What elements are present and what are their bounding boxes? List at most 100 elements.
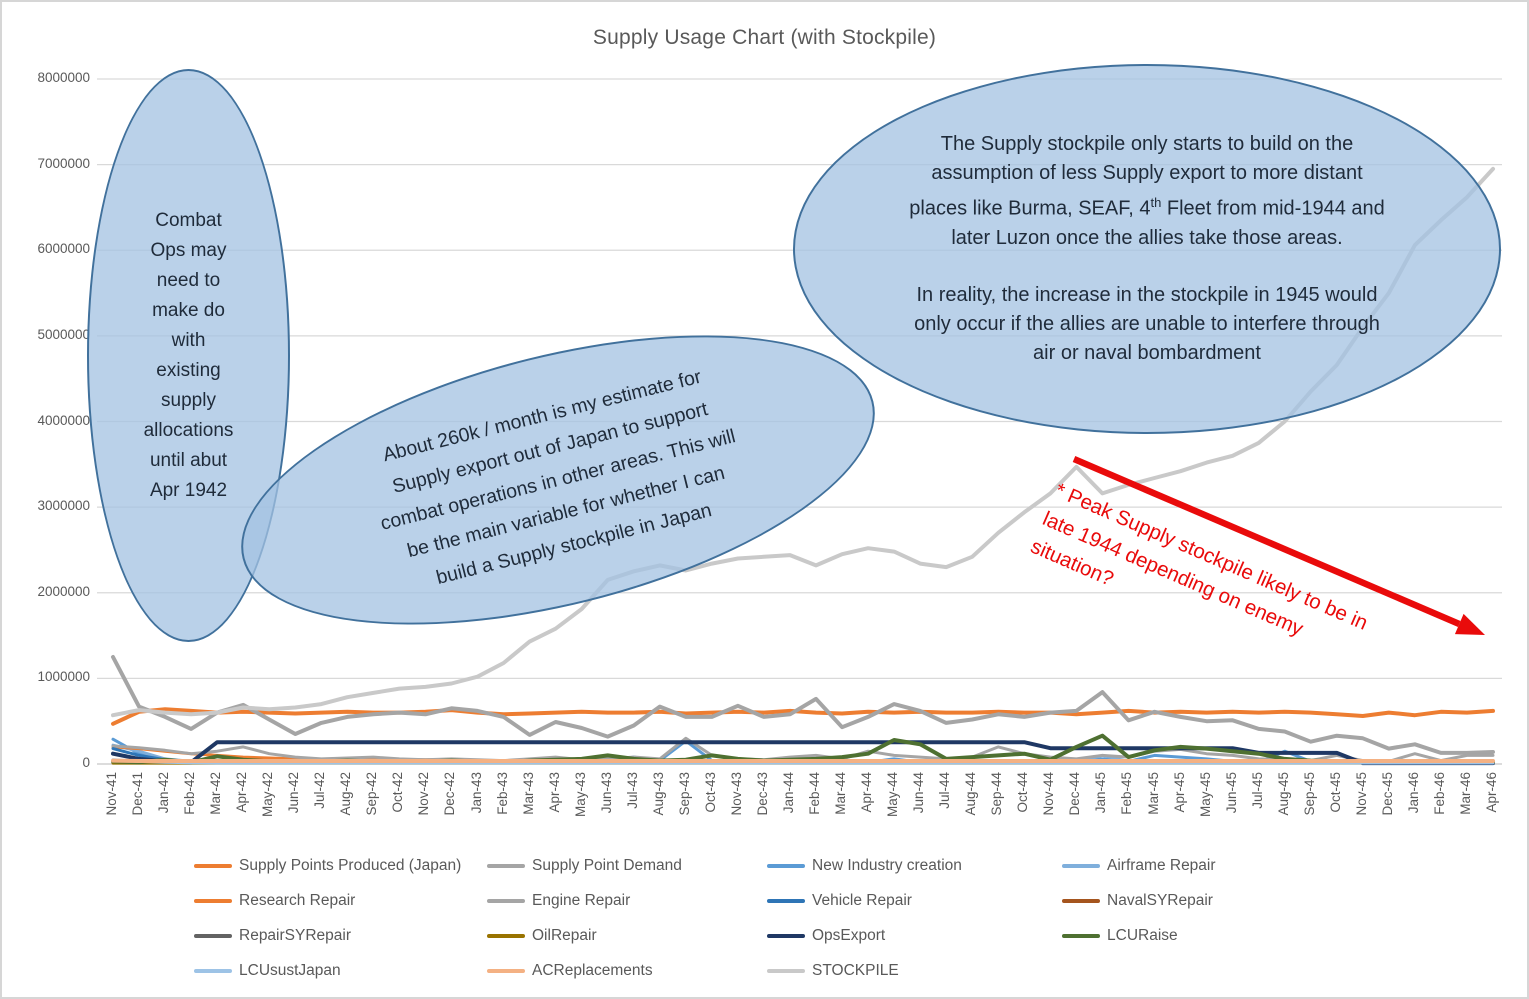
legend-label: OpsExport (812, 927, 886, 944)
legend-label: New Industry creation (812, 857, 962, 874)
legend-swatch (487, 864, 525, 868)
legend-label: STOCKPILE (812, 962, 899, 979)
x-tick-label: Dec-42 (442, 772, 458, 816)
legend-item-stockpile: STOCKPILE (767, 962, 899, 980)
x-tick-label: Nov-45 (1353, 772, 1369, 816)
legend-item-navalsyrepair: NavalSYRepair (1062, 892, 1213, 910)
legend-item-lcuraise: LCURaise (1062, 927, 1178, 945)
legend-swatch (194, 864, 232, 868)
x-tick-label: May-45 (1197, 772, 1213, 818)
legend-swatch (767, 864, 805, 868)
x-tick-label: Sep-43 (676, 772, 692, 816)
x-tick-label: May-44 (885, 772, 901, 818)
x-tick-label: Jul-42 (312, 772, 328, 809)
legend-label: OilRepair (532, 927, 597, 944)
legend-label: Supply Point Demand (532, 857, 682, 874)
legend-label: LCURaise (1107, 927, 1178, 944)
legend-swatch (487, 934, 525, 938)
y-tick-label: 2000000 (37, 583, 90, 599)
chart-title: Supply Usage Chart (with Stockpile) (592, 26, 937, 49)
legend-label: Airframe Repair (1107, 857, 1216, 874)
x-tick-label: Nov-43 (728, 772, 744, 816)
x-tick-label: Nov-44 (1041, 772, 1057, 816)
x-tick-label: Aug-44 (963, 772, 979, 816)
x-tick-label: Nov-42 (416, 772, 432, 816)
legend-label: ACReplacements (532, 962, 653, 979)
x-tick-label: Dec-41 (130, 772, 146, 816)
x-tick-label: Feb-45 (1119, 772, 1135, 815)
legend-item-lcusustjapan: LCUsustJapan (194, 962, 341, 980)
legend-item-vehicle-repair: Vehicle Repair (767, 892, 912, 910)
x-tick-label: Mar-43 (520, 772, 536, 815)
x-tick-label: Dec-44 (1067, 772, 1083, 816)
x-tick-label: Aug-43 (650, 772, 666, 816)
x-tick-label: Apr-44 (859, 772, 875, 813)
legend-item-new-industry-creation: New Industry creation (767, 857, 962, 875)
x-tick-label: Jan-44 (780, 772, 796, 814)
x-tick-label: Jul-43 (624, 772, 640, 809)
series-stockpile (111, 166, 1495, 718)
x-tick-label: Oct-45 (1327, 772, 1343, 813)
x-tick-label: Apr-42 (234, 772, 250, 813)
x-tick-label: Aug-45 (1275, 772, 1291, 816)
legend-label: RepairSYRepair (239, 927, 351, 944)
legend-label: Research Repair (239, 892, 356, 909)
y-tick-label: 4000000 (37, 412, 90, 428)
y-tick-label: 0 (82, 755, 90, 770)
x-tick-label: Oct-42 (390, 772, 406, 813)
x-tick-label: Dec-45 (1379, 772, 1395, 816)
red-arrow-shaft (1072, 456, 1461, 627)
legend-swatch (194, 969, 232, 973)
legend-label: LCUsustJapan (239, 962, 341, 979)
y-tick-label: 8000000 (37, 70, 90, 85)
y-tick-label: 7000000 (37, 155, 90, 171)
red-arrow-head (1454, 613, 1485, 635)
x-tick-label: Aug-42 (338, 772, 354, 816)
x-tick-label: Nov-41 (104, 772, 119, 816)
x-tick-label: Feb-44 (807, 772, 823, 815)
x-tick-label: Mar-46 (1457, 772, 1473, 815)
legend-swatch (767, 969, 805, 973)
callout-right-paragraph-1: The Supply stockpile only starts to buil… (908, 130, 1386, 253)
x-tick-label: Mar-42 (208, 772, 224, 815)
x-tick-label: Jun-45 (1223, 772, 1239, 814)
x-tick-label: Dec-43 (754, 772, 770, 816)
legend-swatch (1062, 899, 1100, 903)
callout-left-text: Combat Ops may need to make do with exis… (143, 209, 234, 501)
x-tick-label: Feb-42 (182, 772, 198, 815)
y-tick-label: 6000000 (37, 241, 90, 257)
legend-swatch (194, 934, 232, 938)
callout-right-p1-text: The Supply stockpile only starts to buil… (909, 133, 1363, 220)
x-tick-label: Jun-43 (598, 772, 614, 814)
x-tick-label: Jun-44 (911, 772, 927, 814)
x-tick-label: Mar-44 (833, 772, 849, 815)
legend-item-repairsyrepair: RepairSYRepair (194, 927, 351, 945)
y-tick-label: 1000000 (37, 669, 90, 685)
x-tick-label: Sep-45 (1301, 772, 1317, 816)
legend-swatch (1062, 934, 1100, 938)
legend-label: Supply Points Produced (Japan) (239, 857, 462, 874)
legend-label: Engine Repair (532, 892, 631, 909)
x-tick-label: Sep-44 (989, 772, 1005, 816)
x-tick-label: Oct-43 (702, 772, 718, 813)
x-tick-label: Apr-43 (546, 772, 562, 813)
legend-label: Vehicle Repair (812, 892, 912, 909)
legend-item-airframe-repair: Airframe Repair (1062, 857, 1216, 875)
series-supply-point-demand (111, 655, 1495, 755)
x-tick-label: Feb-46 (1431, 772, 1447, 815)
legend-item-opsexport: OpsExport (767, 927, 885, 945)
legend-label: NavalSYRepair (1107, 892, 1213, 909)
legend-item-acreplacements: ACReplacements (487, 962, 653, 980)
y-tick-label: 3000000 (37, 498, 90, 514)
x-tick-label: Sep-42 (364, 772, 380, 816)
callout-right-ellipse: The Supply stockpile only starts to buil… (793, 64, 1501, 434)
x-tick-label: Jan-43 (468, 772, 484, 814)
legend-item-supply-points-produced-japan-: Supply Points Produced (Japan) (194, 857, 461, 875)
legend-swatch (1062, 864, 1100, 868)
x-tick-label: Jul-45 (1249, 772, 1265, 809)
legend-swatch (194, 899, 232, 903)
legend-item-research-repair: Research Repair (194, 892, 355, 910)
x-tick-label: Jul-44 (937, 772, 953, 809)
